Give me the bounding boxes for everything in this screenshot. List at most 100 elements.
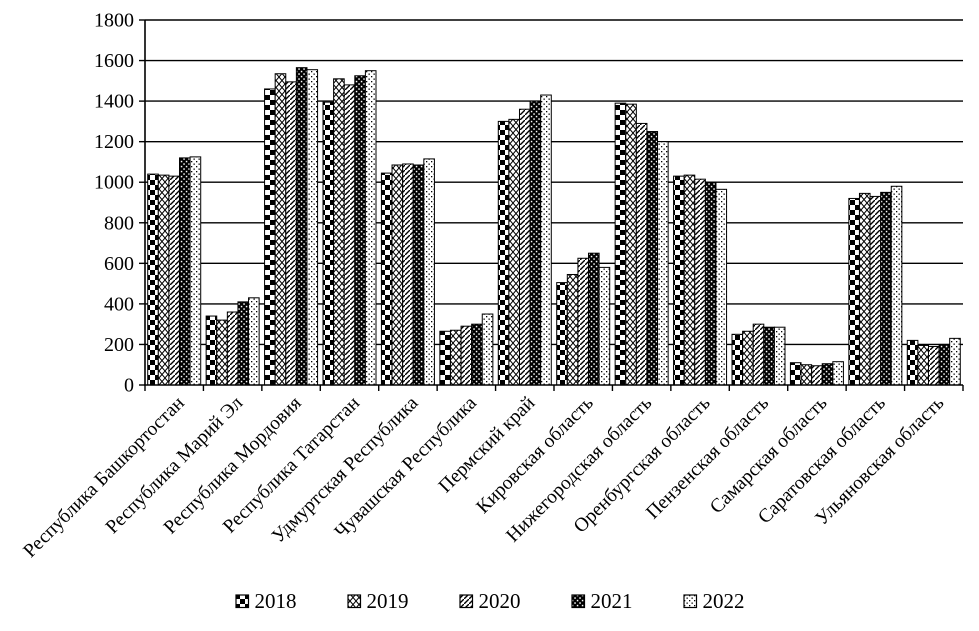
y-axis-tick-label: 200 — [104, 334, 134, 356]
bar-2022 — [715, 188, 728, 386]
bar-2019 — [216, 319, 228, 386]
bars — [147, 67, 961, 386]
bar-2020 — [927, 345, 940, 386]
bar-2022 — [890, 185, 903, 386]
bar-2019 — [449, 329, 462, 386]
bar-2020 — [402, 163, 414, 386]
legend-item-2019: 2019 — [346, 589, 409, 613]
bar-2020 — [635, 122, 648, 386]
bar-2022 — [364, 70, 377, 386]
bar-2018 — [848, 197, 860, 386]
bar-2022 — [423, 158, 435, 386]
bar-2021 — [354, 75, 366, 386]
bar-2022 — [598, 266, 611, 386]
bar-2022 — [832, 361, 844, 386]
bar-2022 — [248, 297, 260, 386]
bar-2018 — [614, 102, 627, 386]
legend-item-2018: 2018 — [234, 589, 297, 613]
bar-2018 — [789, 362, 802, 386]
bar-2020 — [226, 311, 239, 386]
bar-2020 — [285, 81, 297, 386]
bar-2021 — [471, 323, 483, 386]
bar-2019 — [800, 364, 813, 386]
bar-2018 — [731, 333, 744, 386]
bar-2020 — [518, 108, 531, 386]
bar-2020 — [343, 84, 356, 386]
bar-2021 — [646, 131, 659, 386]
bar-2020 — [694, 178, 706, 386]
bar-2018 — [497, 120, 510, 386]
bar-2022 — [657, 141, 669, 386]
bar-2020 — [869, 195, 882, 386]
legend-swatch-white-with-black-dots-pattern-icon — [682, 594, 697, 609]
bar-2022 — [540, 94, 552, 386]
bar-2019 — [858, 192, 871, 386]
bar-2021 — [237, 301, 250, 386]
bar-2019 — [274, 73, 287, 386]
bar-2019 — [683, 174, 696, 386]
legend-swatch-black-with-white-dots-pattern-icon — [570, 594, 585, 609]
bar-2019 — [391, 164, 404, 386]
legend-label: 2021 — [590, 589, 633, 613]
bar-2018 — [673, 175, 685, 386]
bar-2021 — [412, 164, 425, 386]
bar-2020 — [168, 175, 181, 386]
axes — [139, 19, 964, 391]
y-axis-tick-label: 1000 — [94, 172, 134, 194]
bar-2018 — [322, 101, 335, 386]
bar-2021 — [938, 343, 951, 386]
y-axis-tick-label: 1200 — [94, 131, 134, 153]
legend-item-2021: 2021 — [570, 589, 633, 613]
bar-2022 — [189, 156, 202, 386]
bar-2021 — [704, 181, 717, 386]
bar-2019 — [157, 174, 170, 386]
bar-2021 — [529, 100, 542, 386]
legend-label: 2019 — [366, 589, 409, 613]
y-axis-tick-label: 1600 — [94, 50, 134, 72]
bar-2018 — [439, 330, 451, 386]
bar-2022 — [481, 313, 494, 386]
bar-2021 — [880, 191, 892, 386]
bar-2018 — [264, 88, 276, 386]
bar-2019 — [333, 78, 345, 386]
bar-2019 — [917, 344, 929, 386]
y-axis-tick-label: 400 — [104, 293, 134, 315]
legend-item-2022: 2022 — [682, 589, 745, 613]
bar-2018 — [380, 172, 393, 386]
bar-2019 — [625, 103, 637, 386]
legend-label: 2020 — [478, 589, 521, 613]
bar-2018 — [205, 315, 218, 386]
bar-2018 — [556, 282, 568, 386]
bar-2020 — [577, 257, 590, 386]
legend-label: 2018 — [254, 589, 297, 613]
legend-swatch-diagonal-stripe-pattern-icon — [458, 594, 473, 609]
bar-2022 — [306, 69, 319, 386]
legend-item-2020: 2020 — [458, 589, 521, 613]
bar-2020 — [460, 325, 473, 386]
legend-swatch-checkerboard-pattern-icon — [234, 594, 249, 609]
bar-2018 — [147, 173, 159, 386]
bar-2022 — [949, 337, 961, 386]
bar-2021 — [295, 67, 308, 386]
bar-2021 — [763, 326, 775, 386]
y-axis-tick-label: 800 — [104, 212, 134, 234]
legend-label: 2022 — [702, 589, 745, 613]
bar-2020 — [752, 323, 765, 386]
y-axis-tick-label: 0 — [124, 375, 134, 397]
bar-2018 — [906, 339, 919, 386]
y-axis-tick-label: 600 — [104, 253, 134, 275]
bar-2020 — [811, 365, 823, 386]
bar-2021 — [821, 363, 834, 386]
legend-swatch-diamond-lattice-pattern-icon — [346, 594, 361, 609]
bar-2021 — [179, 157, 191, 386]
y-axis-tick-label: 1800 — [94, 10, 134, 32]
bar-2022 — [773, 326, 786, 386]
legend: 2018 2019 2020 2021 2022 — [0, 591, 979, 612]
y-axis-tick-label: 1400 — [94, 91, 134, 113]
bar-2019 — [508, 118, 520, 386]
bar-2019 — [742, 330, 754, 386]
bar-2021 — [588, 252, 600, 386]
bar-2019 — [566, 273, 579, 386]
